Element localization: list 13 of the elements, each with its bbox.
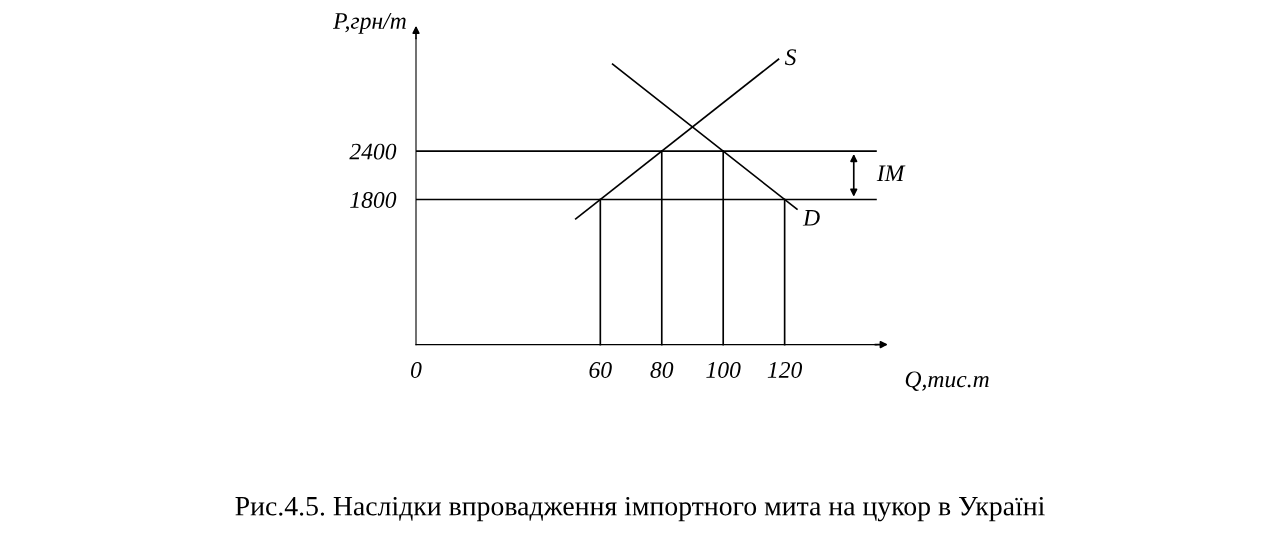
y-tick-label: 2400 [349, 143, 397, 160]
x-tick-label: 60 [589, 361, 612, 378]
x-axis-title: Q,тис.т [905, 371, 989, 391]
annotation: IM [876, 165, 906, 182]
y-axis-title: P,грн/т [333, 13, 406, 34]
x-tick-label: 100 [706, 361, 741, 378]
x-tick-label: 120 [767, 361, 803, 378]
x-tick-label: 80 [650, 361, 674, 378]
x-tick-label: 0 [411, 361, 422, 378]
series-label: S [784, 49, 797, 66]
series-label: D [802, 210, 820, 226]
y-tick-label: 1800 [350, 192, 397, 208]
text: Рис.4.5. Наслідки впровадження імпортного мита на цукор в Україні [235, 496, 1045, 522]
